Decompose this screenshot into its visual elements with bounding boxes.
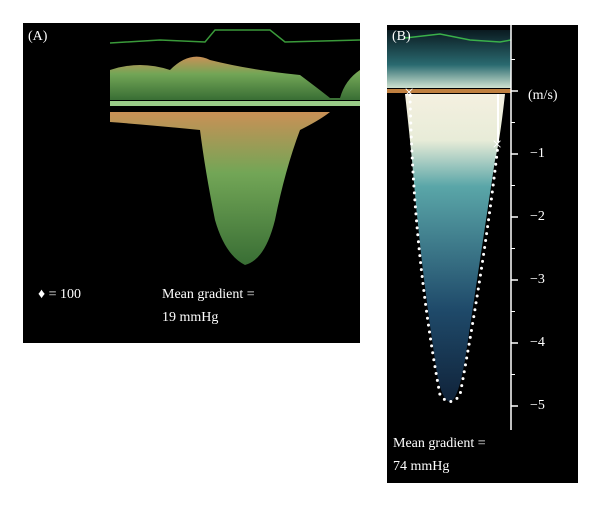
panel-label: (A) bbox=[28, 29, 48, 44]
baseline bbox=[110, 101, 360, 106]
traced-envelope bbox=[408, 93, 500, 403]
panel-a: (A) ♦ = 100 Mean gradient = 19 mmHg bbox=[23, 23, 361, 343]
scale-label: −1 bbox=[530, 146, 545, 161]
scale-label: −5 bbox=[530, 398, 545, 413]
upper-signal bbox=[387, 30, 511, 88]
scale-ticks: −1 −2 −3 −4 −5 bbox=[511, 59, 545, 413]
scale-legend: ♦ = 100 bbox=[38, 287, 81, 302]
gradient-value: 74 mmHg bbox=[393, 459, 449, 474]
baseline bbox=[387, 89, 511, 93]
panel-label: (B) bbox=[392, 29, 411, 44]
gradient-title: Mean gradient = bbox=[393, 436, 486, 451]
ecg-trace bbox=[109, 29, 361, 44]
marker: × bbox=[404, 82, 414, 102]
gradient-value: 19 mmHg bbox=[162, 310, 218, 325]
unit-label: (m/s) bbox=[528, 88, 558, 103]
gradient-title: Mean gradient = bbox=[162, 287, 255, 302]
panel-b: × × −1 −2 −3 −4 −5 (B) (m/s) Mean gradient =… bbox=[387, 25, 578, 483]
scale-label: −4 bbox=[530, 335, 545, 350]
scale-label: −2 bbox=[530, 209, 545, 224]
upper-signal bbox=[110, 56, 360, 100]
scale-label: −3 bbox=[530, 272, 545, 287]
marker: × bbox=[492, 134, 502, 154]
flow-envelope bbox=[110, 112, 330, 265]
flow-envelope bbox=[405, 94, 505, 402]
ecg-trace bbox=[404, 33, 512, 43]
